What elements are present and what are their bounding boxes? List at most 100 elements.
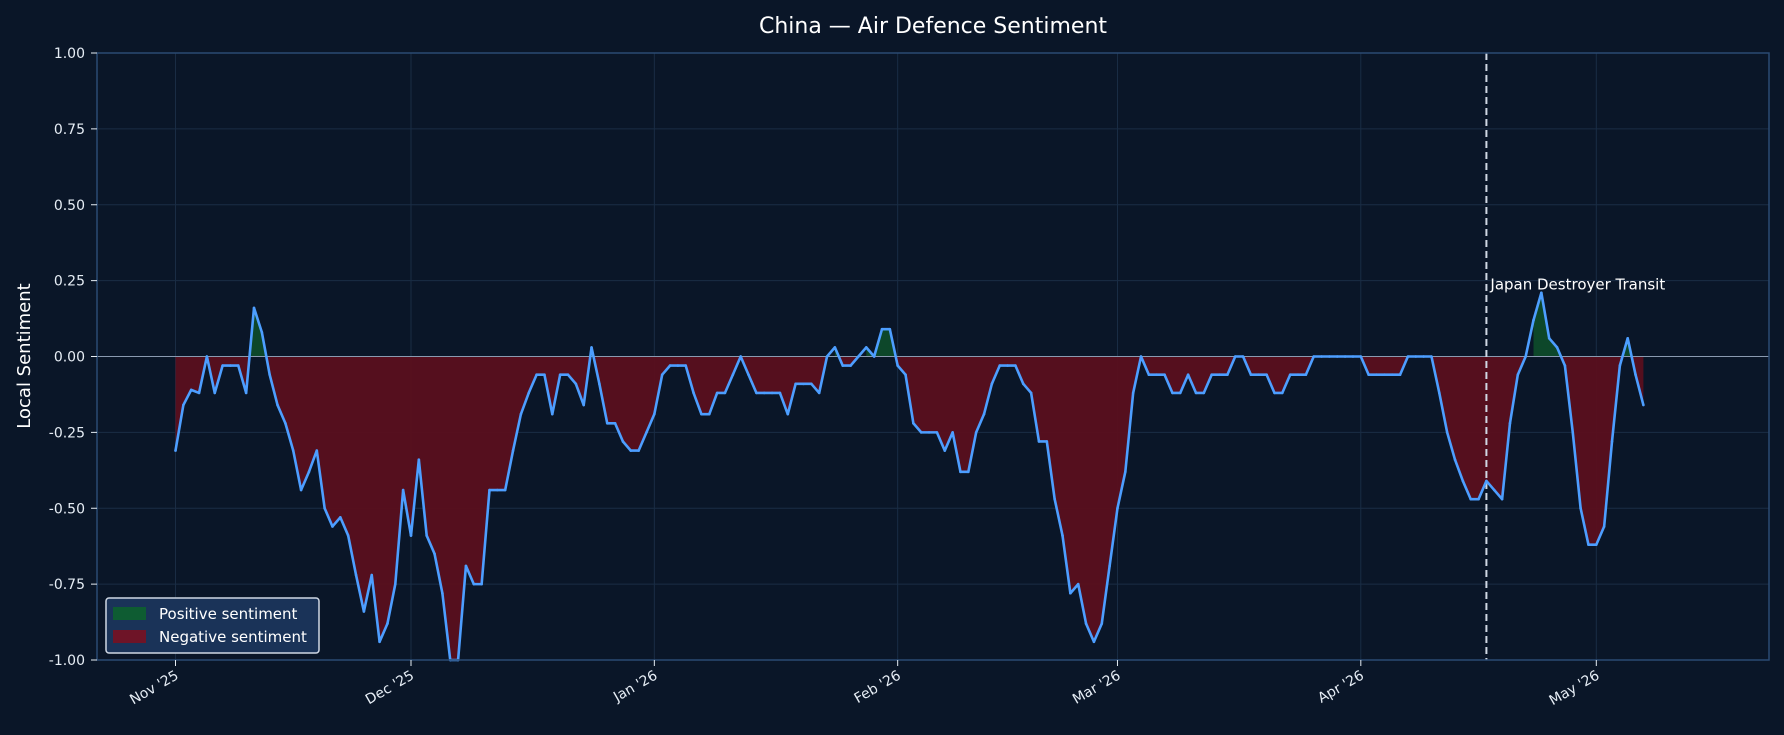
data-point	[1328, 355, 1331, 358]
data-point	[1485, 479, 1488, 483]
data-point	[244, 391, 248, 395]
data-point	[613, 421, 617, 425]
data-point	[707, 412, 711, 416]
data-point	[511, 449, 515, 452]
data-point	[1563, 364, 1567, 367]
data-point	[409, 534, 413, 537]
data-point	[645, 431, 648, 434]
data-point	[276, 403, 279, 407]
data-point	[731, 373, 735, 377]
data-point	[252, 306, 256, 310]
data-point	[1610, 440, 1614, 443]
data-point	[1500, 497, 1504, 501]
data-point	[967, 470, 970, 474]
data-point	[535, 373, 538, 377]
data-point	[229, 364, 232, 367]
data-point	[1233, 355, 1237, 358]
data-point	[1516, 373, 1520, 377]
event-marker: Japan Destroyer Transit	[1485, 53, 1665, 660]
data-point	[715, 391, 719, 395]
data-point	[637, 449, 640, 452]
data-point	[472, 582, 476, 586]
y-tick-label: 0.75	[54, 122, 85, 138]
data-point	[1249, 373, 1253, 377]
data-point	[833, 346, 837, 349]
data-point	[1163, 373, 1166, 377]
data-point	[1430, 355, 1433, 358]
data-point	[590, 346, 593, 349]
data-point	[1257, 373, 1261, 377]
data-point	[951, 431, 954, 434]
data-point	[1037, 440, 1041, 443]
data-point	[213, 391, 217, 395]
data-point	[393, 582, 397, 586]
data-point	[1335, 355, 1339, 358]
data-point	[676, 364, 680, 367]
data-point	[629, 449, 633, 452]
data-point	[841, 364, 845, 367]
data-point	[189, 388, 193, 392]
data-point	[1422, 355, 1425, 358]
y-tick-label: -1.00	[49, 653, 85, 669]
data-point	[1186, 373, 1190, 377]
data-point	[668, 364, 672, 367]
data-point	[1029, 391, 1033, 395]
data-point	[566, 373, 570, 377]
data-point	[1155, 373, 1159, 377]
data-point	[527, 391, 531, 395]
data-point	[1108, 564, 1111, 568]
data-point	[174, 449, 177, 452]
data-point	[1634, 373, 1637, 377]
data-point	[315, 449, 319, 452]
y-tick-label: -0.25	[49, 425, 85, 441]
y-axis-label: Local Sentiment	[14, 283, 35, 428]
data-point	[1076, 582, 1080, 586]
y-tick-label: 0.25	[54, 274, 85, 290]
data-point	[621, 440, 625, 443]
data-point	[998, 364, 1002, 367]
data-point	[1202, 391, 1206, 395]
data-point	[1398, 373, 1402, 377]
data-point	[1477, 497, 1480, 501]
data-point	[1343, 355, 1347, 358]
data-point	[480, 582, 483, 586]
data-point	[700, 412, 703, 416]
data-point	[1171, 391, 1174, 395]
data-point	[778, 391, 782, 395]
data-point	[1296, 373, 1300, 377]
data-point	[268, 373, 271, 377]
data-point	[1375, 373, 1378, 377]
data-point	[904, 373, 907, 377]
data-point	[1320, 355, 1323, 358]
y-axis: -1.00 -0.75 -0.50 -0.25 0.00 0.25 0.50 0.75 1.00	[49, 46, 97, 669]
data-point	[849, 364, 852, 367]
legend: Positive sentiment Negative sentiment	[105, 597, 320, 654]
data-point	[888, 327, 892, 331]
data-point	[1626, 336, 1630, 340]
negative-area	[1560, 356, 1623, 545]
data-point	[912, 421, 915, 425]
data-point	[1359, 355, 1363, 358]
data-point	[1116, 506, 1119, 510]
data-point	[1045, 440, 1049, 443]
data-point	[990, 382, 994, 386]
data-point	[1453, 458, 1457, 461]
data-point	[1642, 403, 1645, 407]
data-point	[182, 403, 185, 407]
data-point	[1218, 373, 1221, 377]
data-point	[598, 382, 601, 386]
data-point	[1053, 497, 1056, 501]
data-point	[692, 391, 695, 395]
data-point	[1390, 373, 1394, 377]
data-point	[291, 449, 295, 452]
data-point	[1555, 346, 1559, 349]
data-point	[1092, 640, 1096, 644]
negative-area	[895, 356, 1526, 642]
data-point	[1021, 382, 1025, 386]
data-point	[1595, 543, 1598, 546]
data-point	[1100, 622, 1104, 625]
data-point	[919, 431, 923, 434]
data-point	[1241, 355, 1245, 358]
data-point	[817, 391, 821, 395]
